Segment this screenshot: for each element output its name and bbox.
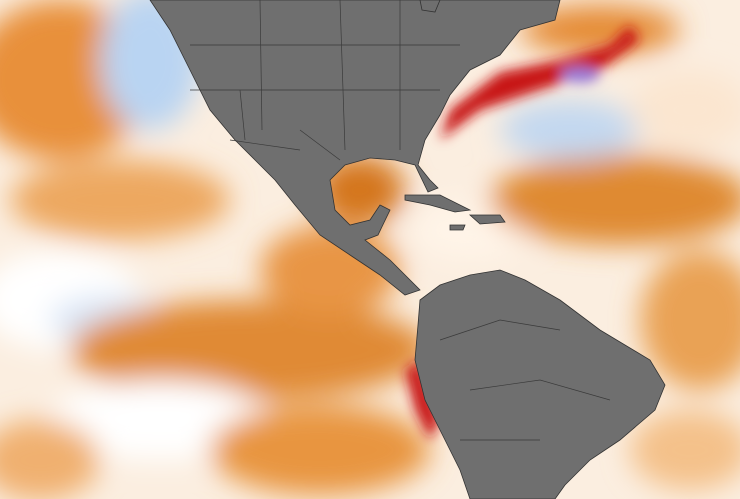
- warm-patch: [490, 155, 740, 245]
- country-borders: [439, 319, 611, 441]
- peru-coast-anomaly: [405, 360, 440, 440]
- jamaica: [449, 224, 466, 231]
- warm-patch: [70, 300, 430, 400]
- neutral-patch: [630, 70, 740, 150]
- cuba: [404, 194, 472, 213]
- gulf-stream-anomaly: [440, 25, 640, 140]
- warm-patch: [640, 250, 740, 390]
- warm-patch: [0, 420, 100, 499]
- north-america: [149, 0, 561, 296]
- state-borders: [190, 0, 460, 161]
- extreme-anomaly: [560, 67, 600, 83]
- warm-patch: [210, 405, 430, 495]
- warm-patch: [520, 5, 680, 55]
- warm-patch: [630, 410, 740, 490]
- warm-patch: [10, 160, 230, 240]
- hot-spots: [405, 25, 640, 440]
- cool-patch: [500, 100, 640, 160]
- ice: [419, 0, 441, 13]
- hispaniola: [468, 214, 506, 225]
